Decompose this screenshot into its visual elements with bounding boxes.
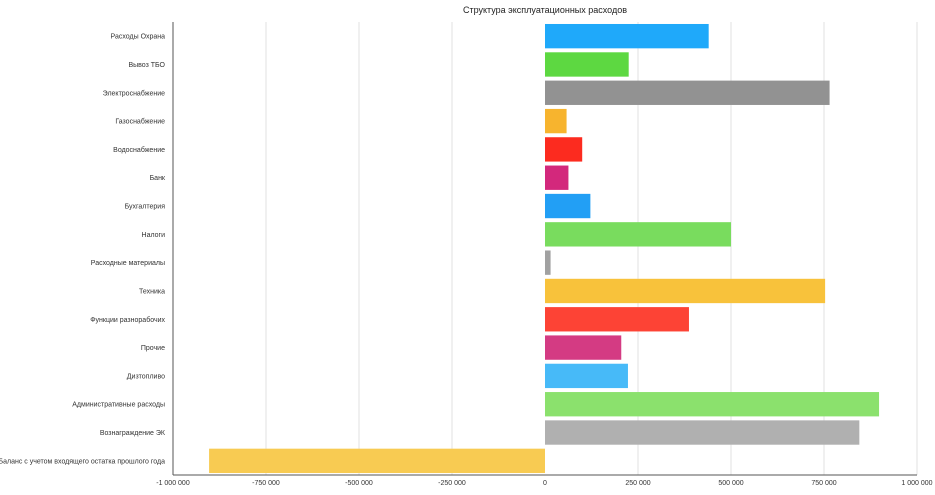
- x-tick-label: 750 000: [811, 480, 836, 487]
- x-tick-label: -500 000: [345, 480, 373, 487]
- x-tick-labels: -1 000 000 -750 000 -500 000 -250 000 0 250 0…: [156, 480, 932, 487]
- category-label: Вывоз ТБО: [128, 62, 165, 69]
- bar: [209, 448, 546, 474]
- category-label: Налоги: [142, 232, 166, 239]
- bar: [545, 165, 569, 190]
- x-tick-label: -250 000: [438, 480, 466, 487]
- bar: [545, 335, 622, 360]
- category-label: Банк: [150, 175, 166, 182]
- category-label: Дизтопливо: [127, 373, 165, 380]
- bar: [545, 137, 583, 162]
- bar: [545, 80, 830, 105]
- category-label: Административные расходы: [72, 402, 165, 409]
- bar: [545, 363, 628, 389]
- x-tick-label: 250 000: [625, 480, 650, 487]
- category-label: Газоснабжение: [115, 118, 165, 126]
- x-tick-label: 500 000: [718, 480, 743, 487]
- bar: [545, 420, 860, 445]
- category-label: Функции разнорабочих: [90, 316, 165, 324]
- bars: [209, 23, 880, 474]
- category-label: Расходы Охрана: [111, 34, 166, 41]
- category-labels: Расходы Охрана Вывоз ТБО Электроснабжение Г…: [0, 34, 166, 466]
- bar: [545, 222, 731, 247]
- axes: [172, 22, 917, 476]
- bar: [545, 23, 709, 49]
- bar: [545, 278, 826, 304]
- category-label: Техника: [139, 288, 165, 295]
- bar: [545, 392, 880, 417]
- category-label: Бухгалтерия: [125, 204, 166, 211]
- chart-title: Структура эксплуатационных расходов: [463, 5, 627, 15]
- bar: [545, 307, 689, 332]
- bar: [545, 193, 591, 219]
- bar: [545, 250, 551, 275]
- bar: [545, 52, 629, 77]
- x-tick-label: 1 000 000: [901, 480, 932, 487]
- bar: [545, 108, 567, 134]
- category-label: Расходные материалы: [91, 260, 165, 267]
- category-label: Электроснабжение: [103, 89, 165, 97]
- category-label: Водоснабжение: [113, 146, 165, 154]
- category-label: Вознаграждение ЭК: [100, 430, 166, 437]
- category-label: Прочие: [141, 345, 165, 352]
- category-label: Баланс с учетом входящего остатка прошло…: [0, 458, 165, 465]
- x-tick-label: -750 000: [252, 480, 280, 487]
- x-tick-label: -1 000 000: [156, 480, 190, 487]
- x-tick-label: 0: [543, 480, 547, 487]
